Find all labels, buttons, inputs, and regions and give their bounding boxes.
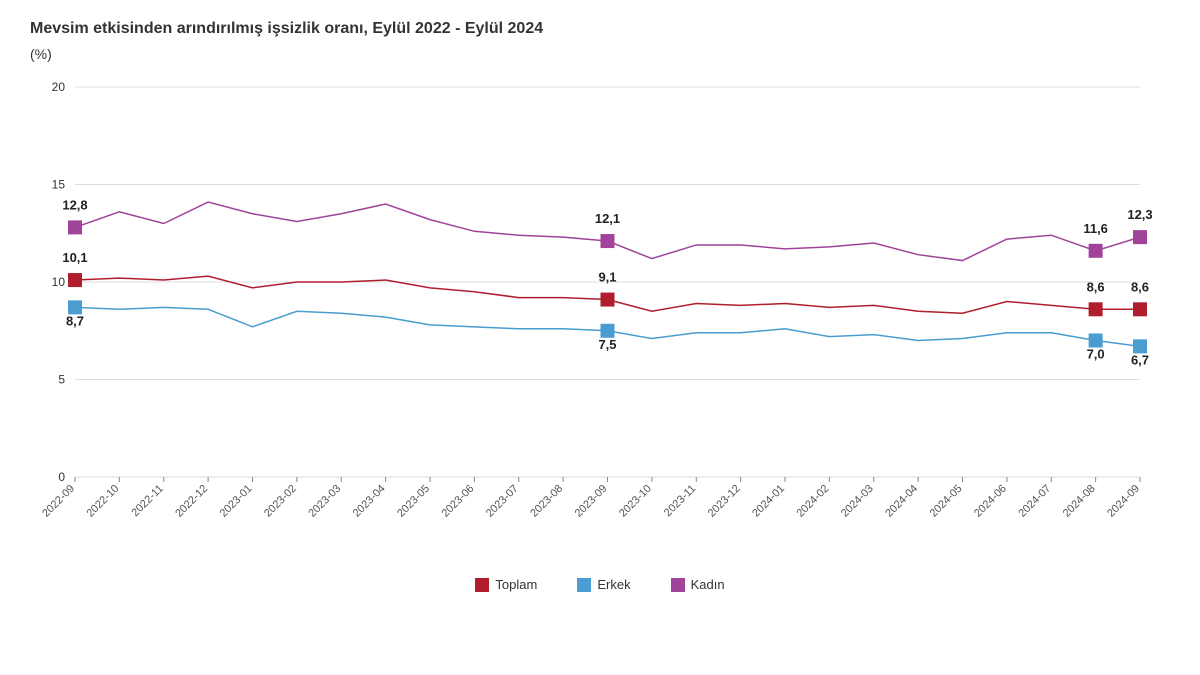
chart-title: Mevsim etkisinden arındırılmış işsizlik …	[30, 20, 1170, 38]
svg-text:7,0: 7,0	[1087, 347, 1105, 362]
legend: Toplam Erkek Kadın	[30, 577, 1170, 592]
legend-item: Erkek	[577, 577, 630, 592]
svg-text:2023-09: 2023-09	[573, 483, 610, 520]
svg-text:2024-07: 2024-07	[1016, 483, 1053, 520]
svg-text:8,6: 8,6	[1131, 279, 1149, 294]
svg-text:12,3: 12,3	[1127, 207, 1152, 222]
chart-svg: 051015202022-092022-102022-112022-122023…	[30, 77, 1160, 567]
legend-label: Erkek	[597, 577, 630, 592]
legend-label: Toplam	[495, 577, 537, 592]
svg-text:2023-11: 2023-11	[662, 483, 698, 519]
legend-marker	[475, 578, 489, 592]
svg-text:12,1: 12,1	[595, 211, 620, 226]
svg-text:2023-01: 2023-01	[218, 483, 255, 520]
svg-text:2024-08: 2024-08	[1061, 483, 1098, 520]
svg-text:2024-01: 2024-01	[750, 483, 787, 520]
svg-text:2023-03: 2023-03	[306, 483, 343, 520]
svg-text:10: 10	[52, 275, 66, 289]
svg-text:15: 15	[52, 178, 66, 192]
svg-text:2024-03: 2024-03	[839, 483, 876, 520]
svg-text:2023-02: 2023-02	[262, 483, 299, 520]
svg-text:2023-12: 2023-12	[706, 483, 743, 520]
svg-text:8,7: 8,7	[66, 313, 84, 328]
svg-text:2024-09: 2024-09	[1105, 483, 1142, 520]
legend-label: Kadın	[691, 577, 725, 592]
svg-text:10,1: 10,1	[62, 250, 87, 265]
svg-text:2022-10: 2022-10	[84, 483, 121, 520]
svg-text:2022-11: 2022-11	[129, 483, 165, 519]
svg-text:2023-08: 2023-08	[528, 483, 565, 520]
svg-text:2023-06: 2023-06	[439, 483, 476, 520]
svg-text:2022-12: 2022-12	[173, 483, 210, 520]
legend-marker	[671, 578, 685, 592]
svg-text:2023-10: 2023-10	[617, 483, 654, 520]
chart-area: 051015202022-092022-102022-112022-122023…	[30, 77, 1160, 567]
svg-text:11,6: 11,6	[1083, 221, 1108, 236]
legend-item: Kadın	[671, 577, 725, 592]
chart-unit: (%)	[30, 46, 1170, 62]
svg-text:6,7: 6,7	[1131, 352, 1149, 367]
svg-text:8,6: 8,6	[1087, 279, 1105, 294]
svg-text:2024-06: 2024-06	[972, 483, 1009, 520]
svg-text:20: 20	[52, 80, 66, 94]
svg-text:2023-07: 2023-07	[484, 483, 521, 520]
svg-text:12,8: 12,8	[62, 197, 87, 212]
legend-item: Toplam	[475, 577, 537, 592]
svg-text:2023-05: 2023-05	[395, 483, 432, 520]
svg-text:9,1: 9,1	[598, 270, 616, 285]
legend-marker	[577, 578, 591, 592]
svg-text:5: 5	[58, 373, 65, 387]
svg-text:2024-05: 2024-05	[928, 483, 965, 520]
svg-text:2022-09: 2022-09	[40, 483, 77, 520]
svg-text:2023-04: 2023-04	[351, 483, 388, 520]
svg-text:7,5: 7,5	[598, 337, 616, 352]
svg-text:2024-02: 2024-02	[794, 483, 831, 520]
svg-text:2024-04: 2024-04	[883, 483, 920, 520]
svg-text:0: 0	[58, 470, 65, 484]
